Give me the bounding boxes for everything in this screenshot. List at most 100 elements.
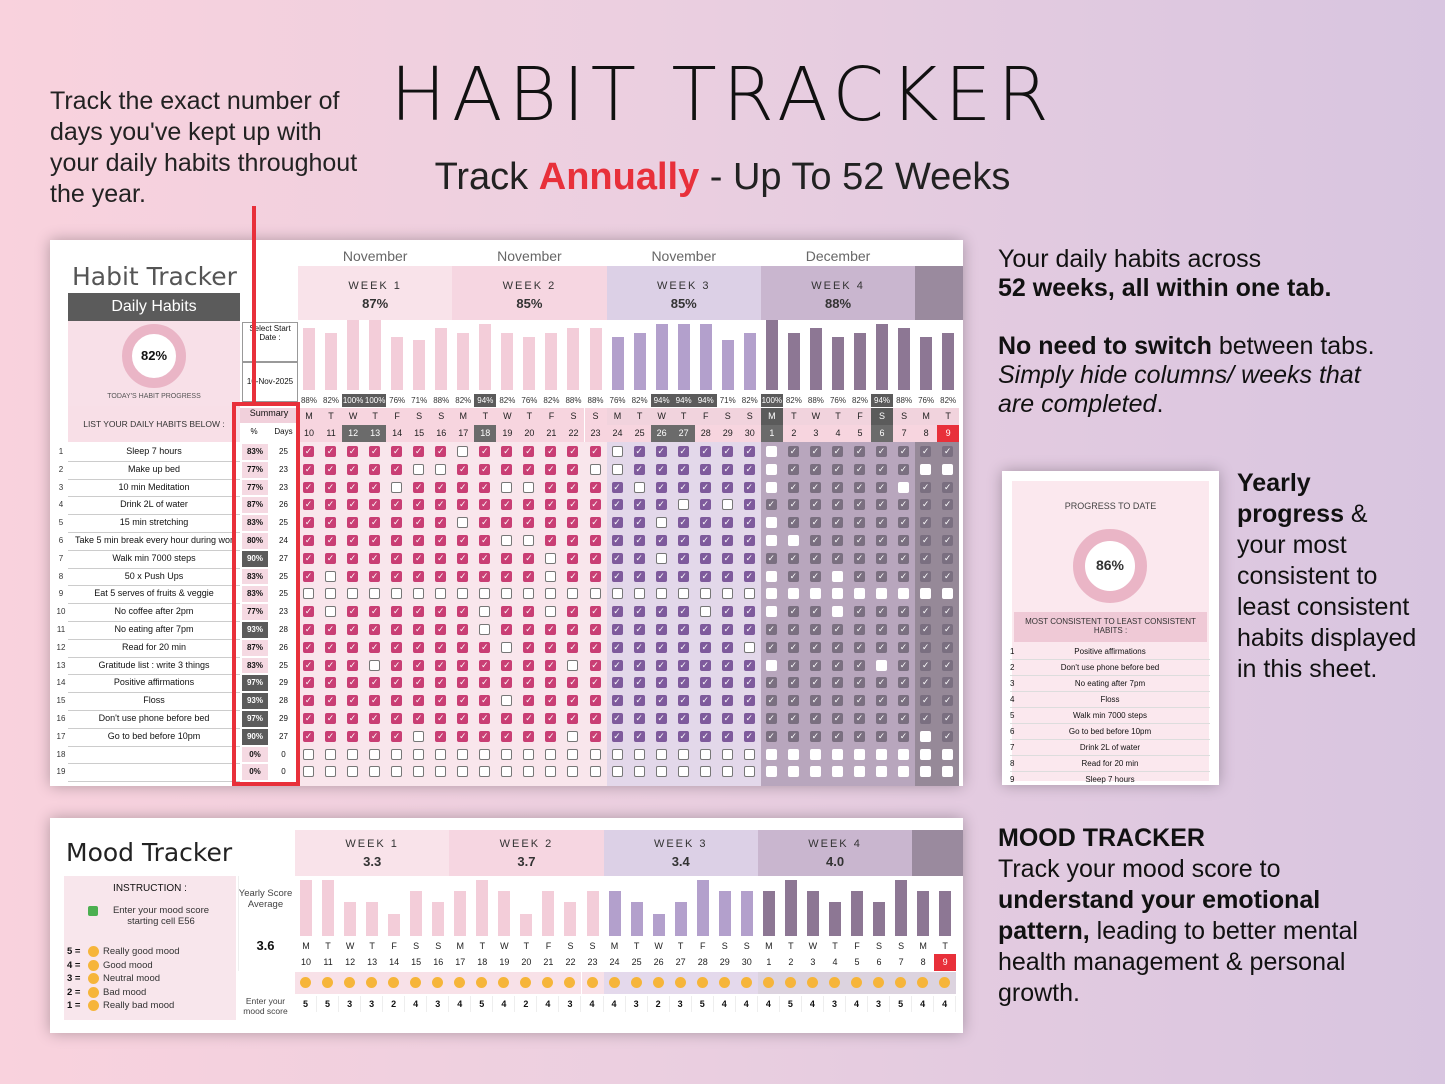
habit-checkbox[interactable]: ✓	[479, 570, 491, 582]
habit-checkbox[interactable]: ✓	[876, 641, 888, 653]
habit-checkbox[interactable]: ✓	[501, 730, 513, 742]
habit-checkbox[interactable]: ✓	[920, 677, 932, 689]
habit-checkbox[interactable]: ✓	[501, 713, 513, 724]
habit-checkbox[interactable]: ✓	[920, 570, 932, 582]
habit-checkbox[interactable]: ✓	[655, 481, 667, 493]
habit-checkbox[interactable]: ✓	[413, 659, 425, 671]
habit-checkbox[interactable]: ✓	[457, 730, 469, 742]
habit-checkbox[interactable]: ✓	[699, 641, 711, 653]
habit-checkbox[interactable]: ✓	[435, 481, 447, 493]
habit-checkbox[interactable]: ✓	[699, 535, 711, 546]
habit-checkbox[interactable]	[677, 588, 689, 600]
habit-checkbox[interactable]	[325, 748, 337, 760]
habit-checkbox[interactable]: ✓	[942, 517, 954, 529]
habit-checkbox[interactable]: ✓	[809, 659, 821, 671]
habit-checkbox[interactable]: ✓	[501, 677, 513, 689]
habit-checkbox[interactable]: ✓	[303, 606, 314, 618]
mood-score-input[interactable]: 4	[912, 996, 935, 1012]
habit-checkbox[interactable]: ✓	[347, 481, 359, 493]
habit-checkbox[interactable]: ✓	[369, 570, 381, 582]
habit-checkbox[interactable]: ✓	[479, 517, 491, 529]
habit-checkbox[interactable]	[898, 748, 910, 760]
habit-checkbox[interactable]: ✓	[501, 659, 513, 671]
habit-checkbox[interactable]: ✓	[677, 695, 689, 707]
habit-checkbox[interactable]	[391, 748, 403, 760]
habit-checkbox[interactable]	[677, 748, 689, 760]
habit-checkbox[interactable]: ✓	[479, 695, 491, 707]
habit-checkbox[interactable]	[545, 552, 557, 564]
habit-checkbox[interactable]: ✓	[655, 535, 667, 546]
habit-checkbox[interactable]: ✓	[942, 641, 954, 653]
habit-checkbox[interactable]: ✓	[611, 677, 623, 689]
habit-checkbox[interactable]: ✓	[942, 499, 954, 511]
habit-checkbox[interactable]: ✓	[831, 517, 843, 529]
habit-checkbox[interactable]: ✓	[479, 446, 491, 457]
habit-checkbox[interactable]: ✓	[567, 535, 579, 546]
habit-checkbox[interactable]	[457, 588, 469, 600]
mood-score-input[interactable]: 4	[537, 996, 560, 1012]
habit-checkbox[interactable]: ✓	[876, 695, 888, 707]
habit-checkbox[interactable]: ✓	[523, 606, 535, 618]
habit-checkbox[interactable]: ✓	[413, 535, 425, 546]
habit-checkbox[interactable]: ✓	[303, 446, 314, 457]
habit-checkbox[interactable]: ✓	[347, 517, 359, 529]
habit-checkbox[interactable]	[633, 588, 645, 600]
habit-checkbox[interactable]	[765, 570, 777, 582]
habit-checkbox[interactable]	[765, 659, 777, 671]
habit-checkbox[interactable]	[611, 463, 623, 475]
habit-checkbox[interactable]: ✓	[743, 499, 755, 511]
habit-checkbox[interactable]: ✓	[920, 552, 932, 564]
habit-checkbox[interactable]: ✓	[545, 535, 557, 546]
habit-checkbox[interactable]: ✓	[920, 535, 932, 546]
habit-checkbox[interactable]: ✓	[831, 677, 843, 689]
habit-checkbox[interactable]: ✓	[325, 659, 337, 671]
habit-checkbox[interactable]: ✓	[809, 517, 821, 529]
habit-checkbox[interactable]	[303, 588, 314, 600]
habit-checkbox[interactable]	[545, 570, 557, 582]
habit-checkbox[interactable]: ✓	[457, 659, 469, 671]
habit-checkbox[interactable]: ✓	[479, 481, 491, 493]
habit-checkbox[interactable]: ✓	[391, 659, 403, 671]
habit-checkbox[interactable]: ✓	[633, 641, 645, 653]
habit-checkbox[interactable]: ✓	[633, 552, 645, 564]
habit-checkbox[interactable]: ✓	[920, 695, 932, 707]
habit-checkbox[interactable]: ✓	[920, 481, 932, 493]
habit-checkbox[interactable]: ✓	[876, 446, 888, 457]
habit-checkbox[interactable]	[677, 499, 689, 511]
habit-checkbox[interactable]: ✓	[589, 517, 601, 529]
habit-checkbox[interactable]	[876, 748, 888, 760]
habit-checkbox[interactable]: ✓	[854, 677, 865, 689]
habit-checkbox[interactable]	[567, 588, 579, 600]
habit-checkbox[interactable]: ✓	[854, 446, 865, 457]
habit-checkbox[interactable]	[699, 766, 711, 778]
habit-checkbox[interactable]: ✓	[347, 535, 359, 546]
habit-checkbox[interactable]: ✓	[831, 730, 843, 742]
habit-checkbox[interactable]: ✓	[391, 730, 403, 742]
habit-checkbox[interactable]: ✓	[942, 659, 954, 671]
habit-checkbox[interactable]: ✓	[611, 659, 623, 671]
habit-checkbox[interactable]	[920, 730, 932, 742]
mood-score-input[interactable]: 5	[780, 996, 802, 1012]
habit-checkbox[interactable]	[457, 446, 469, 457]
habit-checkbox[interactable]	[611, 588, 623, 600]
habit-checkbox[interactable]: ✓	[501, 499, 513, 511]
habit-checkbox[interactable]: ✓	[743, 463, 755, 475]
habit-checkbox[interactable]: ✓	[435, 517, 447, 529]
habit-checkbox[interactable]: ✓	[787, 517, 799, 529]
habit-checkbox[interactable]: ✓	[479, 713, 491, 724]
habit-checkbox[interactable]	[942, 766, 954, 778]
habit-checkbox[interactable]: ✓	[391, 641, 403, 653]
habit-checkbox[interactable]: ✓	[787, 552, 799, 564]
habit-checkbox[interactable]	[920, 766, 932, 778]
habit-checkbox[interactable]	[567, 748, 579, 760]
mood-score-input[interactable]: 4	[736, 996, 758, 1012]
habit-checkbox[interactable]: ✓	[589, 641, 601, 653]
habit-checkbox[interactable]	[369, 659, 381, 671]
habit-checkbox[interactable]	[589, 588, 601, 600]
habit-checkbox[interactable]	[501, 535, 513, 546]
mood-score-input[interactable]: 2	[383, 996, 406, 1012]
habit-checkbox[interactable]: ✓	[942, 695, 954, 707]
habit-checkbox[interactable]: ✓	[743, 677, 755, 689]
habit-checkbox[interactable]: ✓	[876, 463, 888, 475]
habit-checkbox[interactable]: ✓	[567, 606, 579, 618]
